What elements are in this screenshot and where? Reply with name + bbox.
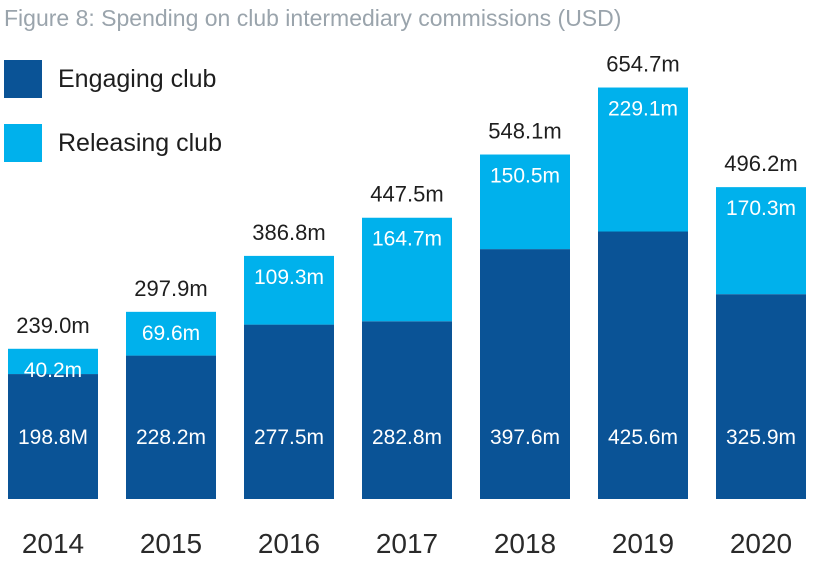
legend-swatch-releasing-club — [4, 124, 42, 162]
label-engaging-2019: 425.6m — [608, 426, 678, 449]
bar-releasing-2017 — [362, 217, 452, 322]
label-engaging-2020: 325.9m — [726, 426, 796, 449]
x-tick-label-2015: 2015 — [140, 528, 202, 559]
bar-engaging-2020 — [716, 294, 806, 499]
label-releasing-2018: 150.5m — [490, 165, 560, 188]
legend-label-releasing-club: Releasing club — [58, 129, 222, 157]
label-engaging-2018: 397.6m — [490, 426, 560, 449]
x-tick-label-2016: 2016 — [258, 528, 320, 559]
bar-engaging-2017 — [362, 321, 452, 499]
chart-title: Figure 8: Spending on club intermediary … — [4, 5, 621, 31]
x-tick-label-2020: 2020 — [730, 528, 792, 559]
label-releasing-2019: 229.1m — [608, 98, 678, 121]
label-total-2019: 654.7m — [606, 52, 679, 77]
bar-releasing-2014 — [8, 348, 98, 375]
label-total-2020: 496.2m — [724, 151, 797, 176]
label-engaging-2016: 277.5m — [254, 426, 324, 449]
bars-group: 198.8M 40.2m 239.0m 2014 228.2m 69.6m 297.9m 20… — [8, 52, 806, 559]
x-tick-label-2014: 2014 — [22, 528, 84, 559]
bar-engaging-2019 — [598, 231, 688, 499]
bar-releasing-2016 — [244, 255, 334, 325]
label-engaging-2015: 228.2m — [136, 426, 206, 449]
bar-engaging-2016 — [244, 324, 334, 499]
label-releasing-2014: 40.2m — [24, 359, 82, 382]
label-total-2014: 239.0m — [16, 313, 89, 338]
bar-releasing-2015 — [126, 311, 216, 356]
bar-engaging-2014 — [8, 374, 98, 499]
legend-swatch-engaging-club — [4, 60, 42, 98]
bar-engaging-2018 — [480, 249, 570, 499]
label-total-2017: 447.5m — [370, 182, 443, 207]
bar-releasing-2020 — [716, 187, 806, 295]
label-total-2018: 548.1m — [488, 119, 561, 144]
x-tick-label-2019: 2019 — [612, 528, 674, 559]
legend: Engaging club Releasing club — [4, 60, 222, 162]
label-total-2015: 297.9m — [134, 276, 207, 301]
label-releasing-2020: 170.3m — [726, 197, 796, 220]
label-engaging-2014: 198.8M — [18, 426, 88, 449]
bar-releasing-2019 — [598, 87, 688, 232]
bar-engaging-2015 — [126, 355, 216, 499]
label-releasing-2016: 109.3m — [254, 266, 324, 289]
label-releasing-2017: 164.7m — [372, 228, 442, 251]
legend-label-engaging-club: Engaging club — [58, 65, 216, 93]
bar-releasing-2018 — [480, 154, 570, 250]
label-releasing-2015: 69.6m — [142, 322, 200, 345]
x-tick-label-2017: 2017 — [376, 528, 438, 559]
x-tick-label-2018: 2018 — [494, 528, 556, 559]
label-engaging-2017: 282.8m — [372, 426, 442, 449]
label-total-2016: 386.8m — [252, 220, 325, 245]
